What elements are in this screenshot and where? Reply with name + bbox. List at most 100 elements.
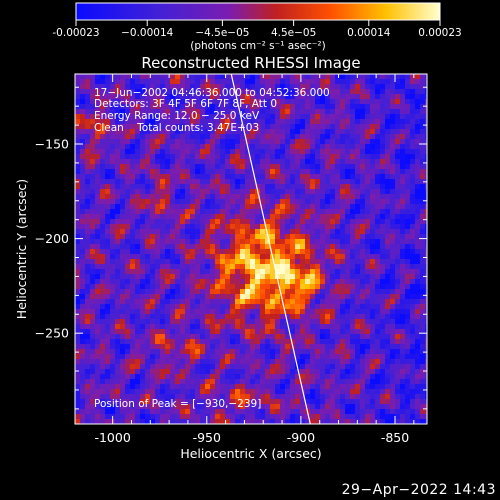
heatmap-cell xyxy=(95,339,101,345)
heatmap-cell xyxy=(185,149,191,155)
heatmap-cell xyxy=(355,219,361,225)
heatmap-cell xyxy=(290,174,296,180)
heatmap-cell xyxy=(250,304,256,310)
heatmap-cell xyxy=(210,159,216,165)
heatmap-cell xyxy=(170,119,176,125)
heatmap-cell xyxy=(285,254,291,260)
heatmap-cell xyxy=(250,404,256,410)
heatmap-cell xyxy=(320,229,326,235)
heatmap-cell xyxy=(85,299,91,305)
heatmap-cell xyxy=(400,369,406,375)
heatmap-cell xyxy=(245,214,251,220)
heatmap-cell xyxy=(125,354,131,360)
heatmap-cell xyxy=(175,74,181,80)
heatmap-cell xyxy=(230,414,236,420)
heatmap-cell xyxy=(375,129,381,135)
heatmap-cell xyxy=(280,229,286,235)
heatmap-cell xyxy=(290,354,296,360)
heatmap-cell xyxy=(240,89,246,95)
heatmap-cell xyxy=(305,279,311,285)
heatmap-cell xyxy=(290,79,296,85)
heatmap-cell xyxy=(320,199,326,205)
heatmap-cell xyxy=(135,414,141,420)
heatmap-cell xyxy=(335,374,341,380)
heatmap-cell xyxy=(165,384,171,390)
heatmap-cell xyxy=(165,234,171,240)
heatmap-cell xyxy=(365,134,371,140)
heatmap-cell xyxy=(185,339,191,345)
heatmap-cell xyxy=(300,259,306,265)
heatmap-cell xyxy=(425,169,427,175)
heatmap-cell xyxy=(100,154,106,160)
heatmap-cell xyxy=(75,219,81,225)
heatmap-cell xyxy=(85,399,91,405)
heatmap-cell xyxy=(135,259,141,265)
heatmap-cell xyxy=(170,99,176,105)
heatmap-cell xyxy=(415,269,421,275)
heatmap-cell xyxy=(205,414,211,420)
heatmap-cell xyxy=(285,159,291,165)
heatmap-cell xyxy=(325,104,331,110)
heatmap-cell xyxy=(120,94,126,100)
heatmap-cell xyxy=(205,339,211,345)
heatmap-cell xyxy=(175,134,181,140)
heatmap-cell xyxy=(235,399,241,405)
heatmap-cell xyxy=(225,314,231,320)
heatmap-cell xyxy=(300,289,306,295)
heatmap-cell xyxy=(330,214,336,220)
heatmap-cell xyxy=(360,189,366,195)
heatmap-cell xyxy=(170,189,176,195)
heatmap-cell xyxy=(255,194,261,200)
heatmap-cell xyxy=(195,224,201,230)
heatmap-cell xyxy=(320,409,326,415)
heatmap-cell xyxy=(315,129,321,135)
heatmap-cell xyxy=(105,299,111,305)
heatmap-cell xyxy=(210,214,216,220)
heatmap-cell xyxy=(95,279,101,285)
heatmap-cell xyxy=(240,84,246,90)
heatmap-cell xyxy=(390,269,396,275)
heatmap-cell xyxy=(325,89,331,95)
heatmap-cell xyxy=(290,154,296,160)
heatmap-cell xyxy=(155,404,161,410)
heatmap-cell xyxy=(80,404,86,410)
heatmap-cell xyxy=(380,284,386,290)
heatmap-cell xyxy=(185,204,191,210)
heatmap-cell xyxy=(210,324,216,330)
heatmap-cell xyxy=(330,189,336,195)
heatmap-cell xyxy=(300,129,306,135)
heatmap-cell xyxy=(360,299,366,305)
heatmap-cell xyxy=(80,189,86,195)
heatmap-cell xyxy=(380,254,386,260)
heatmap-cell xyxy=(250,314,256,320)
heatmap-cell xyxy=(80,254,86,260)
heatmap-cell xyxy=(380,129,386,135)
heatmap-cell xyxy=(180,334,186,340)
heatmap-cell xyxy=(240,169,246,175)
heatmap-cell xyxy=(210,409,216,415)
heatmap-cell xyxy=(255,334,261,340)
heatmap-cell xyxy=(230,409,236,415)
heatmap-cell xyxy=(135,289,141,295)
heatmap-cell xyxy=(340,409,346,415)
heatmap-cell xyxy=(365,149,371,155)
heatmap-cell xyxy=(335,79,341,85)
heatmap-cell xyxy=(265,324,271,330)
heatmap-cell xyxy=(120,274,126,280)
heatmap-cell xyxy=(155,234,161,240)
heatmap-cell xyxy=(405,134,411,140)
heatmap-cell xyxy=(325,94,331,100)
heatmap-cell xyxy=(365,254,371,260)
heatmap-cell xyxy=(75,289,81,295)
heatmap-cell xyxy=(200,314,206,320)
heatmap-cell xyxy=(370,199,376,205)
heatmap-cell xyxy=(155,84,161,90)
heatmap-cell xyxy=(355,379,361,385)
heatmap-cell xyxy=(285,89,291,95)
heatmap-cell xyxy=(230,324,236,330)
heatmap-cell xyxy=(140,124,146,130)
heatmap-cell xyxy=(185,284,191,290)
heatmap-cell xyxy=(355,224,361,230)
heatmap-cell xyxy=(425,344,427,350)
heatmap-cell xyxy=(155,209,161,215)
